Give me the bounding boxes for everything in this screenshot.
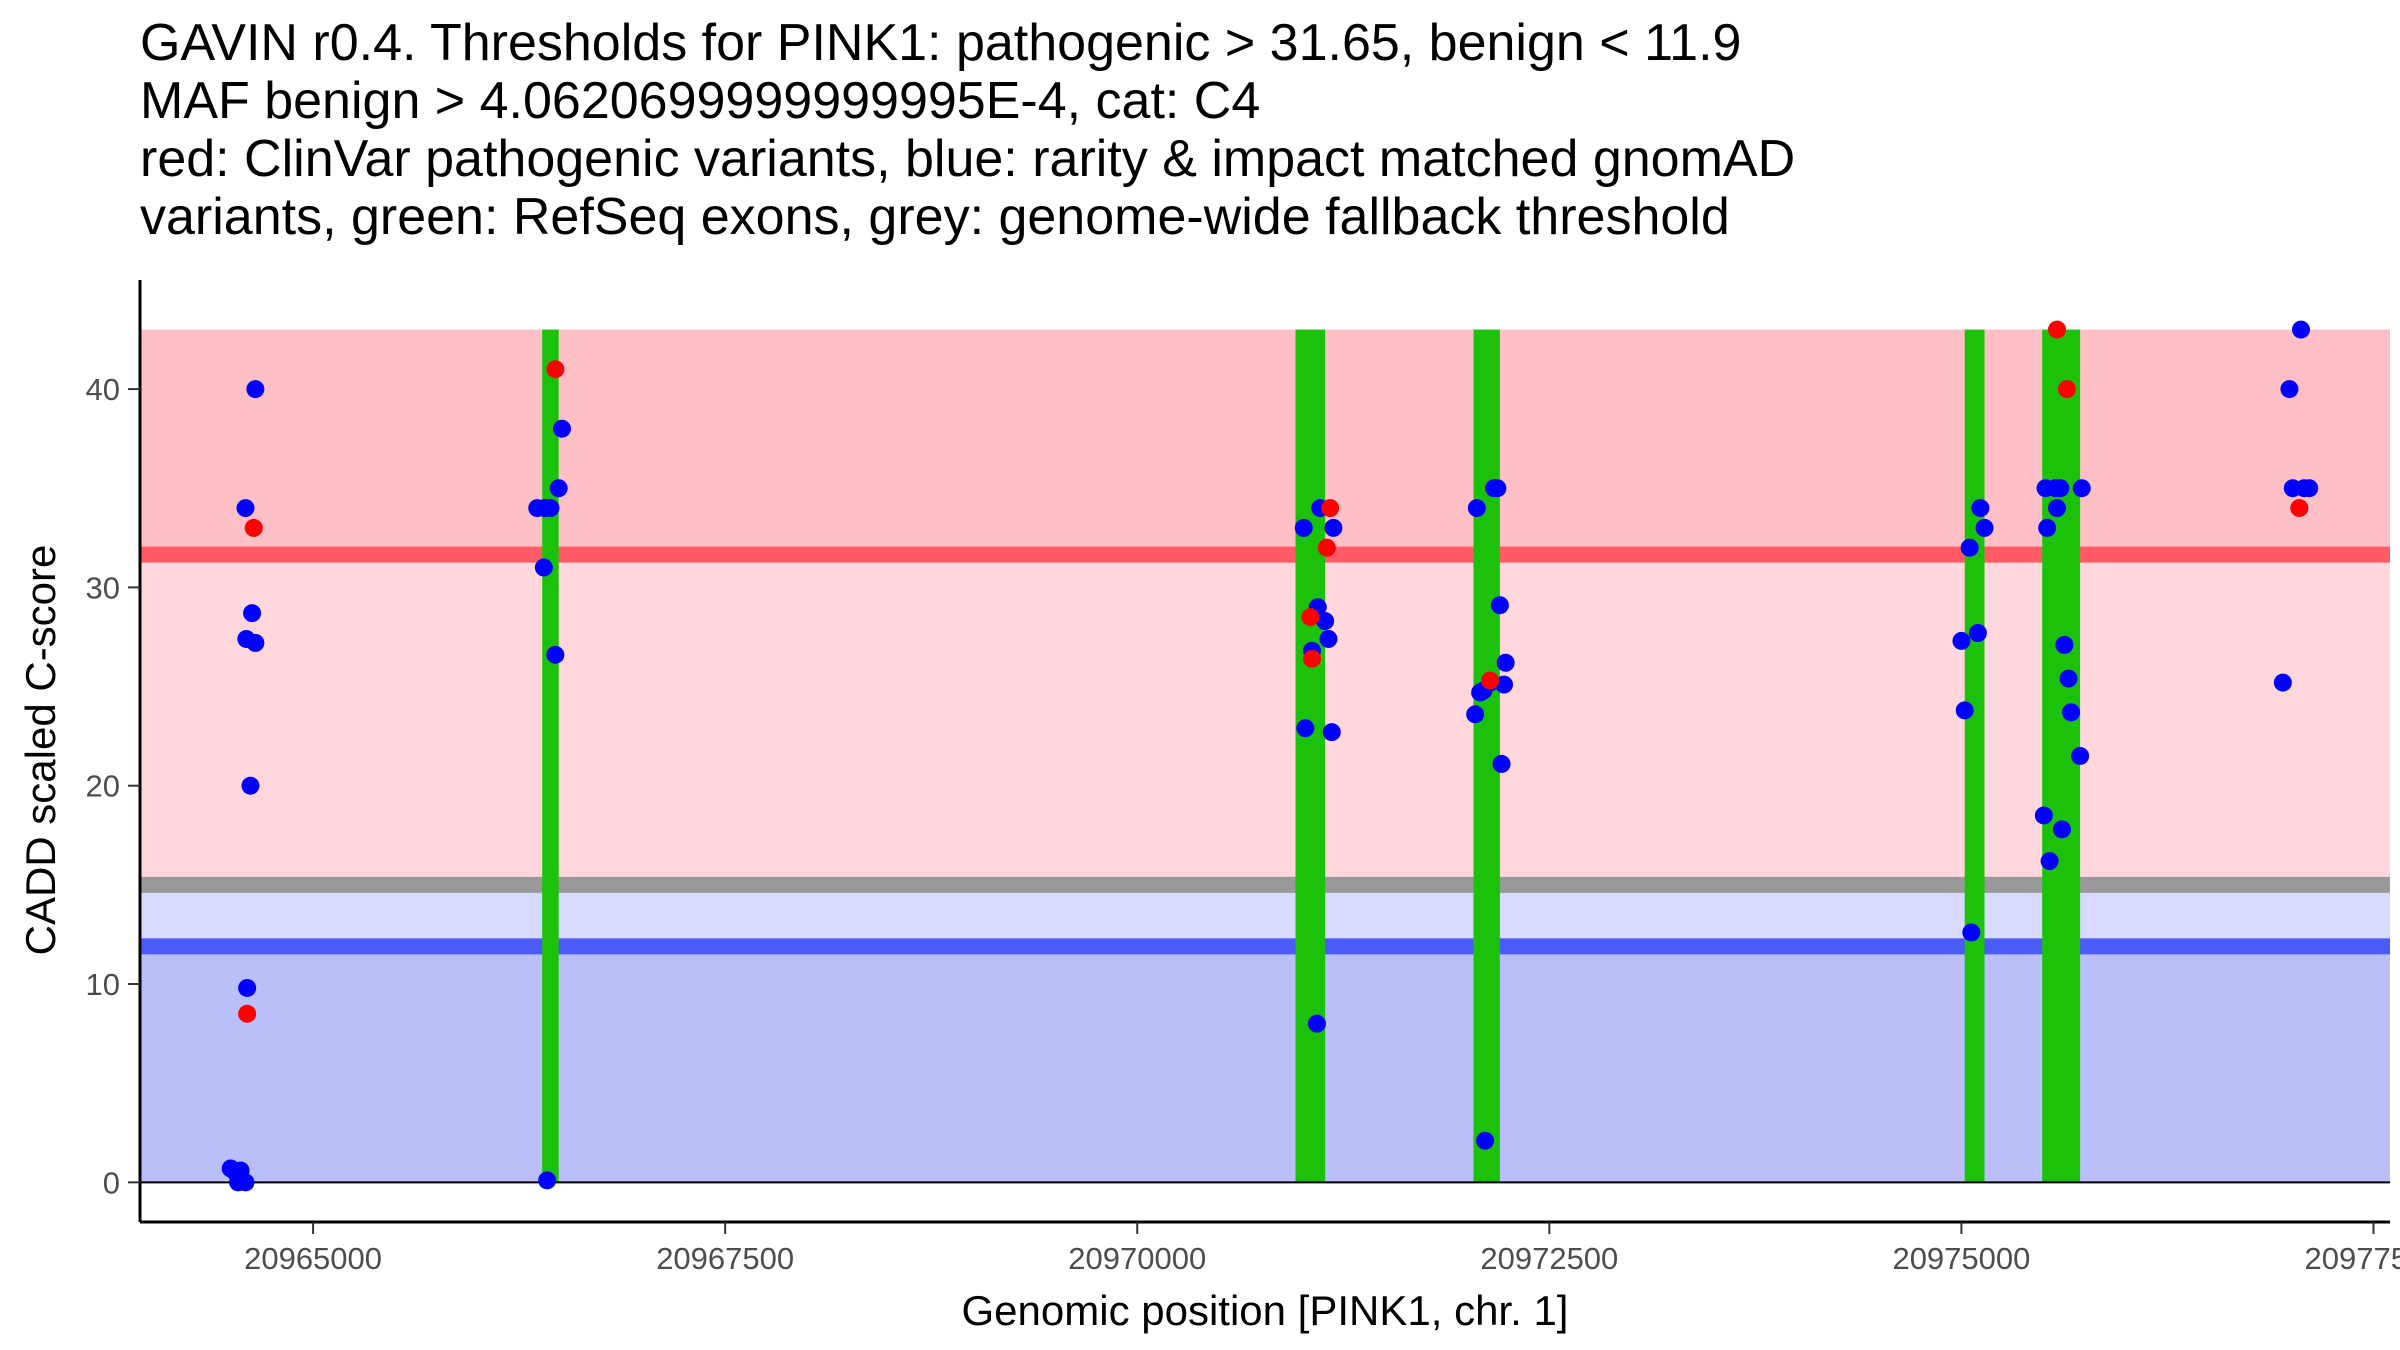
chart-title: GAVIN r0.4. Thresholds for PINK1: pathog…: [140, 14, 1795, 246]
title-line-1: GAVIN r0.4. Thresholds for PINK1: pathog…: [140, 14, 1741, 72]
gnomad-variant-point: [1316, 612, 1335, 631]
gnomad-variant-point: [1955, 701, 1974, 720]
x-axis-ticks: 20965000 20967500 20970000 20972500 20975000…: [244, 1222, 2400, 1276]
clinvar-variant-series: [238, 320, 2309, 1023]
gnomad-variant-point: [2055, 635, 2074, 654]
gnomad-variant-point: [1296, 719, 1315, 738]
gnomad-variant-point: [2072, 479, 2091, 498]
x-tick-label: 20965000: [244, 1241, 382, 1276]
threshold-bands: [140, 329, 2390, 1183]
axes: [138, 280, 2390, 1224]
gnomad-variant-point: [2048, 499, 2067, 518]
clinvar-variant-point: [1317, 538, 1336, 557]
pathogenic-zone-strong: [140, 329, 2390, 555]
clinvar-variant-point: [546, 360, 565, 379]
gnomad-variant-point: [1975, 518, 1994, 537]
title-line-4: variants, green: RefSeq exons, grey: gen…: [140, 188, 1730, 246]
x-axis-title: Genomic position [PINK1, chr. 1]: [962, 1287, 1569, 1334]
gnomad-variant-point: [2291, 320, 2310, 339]
x-tick-label: 20972500: [1480, 1241, 1618, 1276]
gnomad-variant-point: [241, 776, 260, 795]
gnomad-variant-point: [2052, 820, 2071, 839]
x-tick-label: 20967500: [656, 1241, 794, 1276]
gnomad-variant-point: [552, 419, 571, 438]
gnomad-variant-series: [221, 320, 2319, 1192]
gnomad-variant-point: [2300, 479, 2319, 498]
clinvar-variant-point: [2057, 380, 2076, 399]
gnomad-variant-point: [1496, 653, 1515, 672]
gnomad-variant-point: [2059, 669, 2078, 688]
gnomad-variant-point: [2273, 673, 2292, 692]
gnomad-variant-point: [1962, 923, 1981, 942]
gnomad-variant-point: [534, 558, 553, 577]
gnomad-variant-point: [2040, 852, 2059, 871]
clinvar-variant-point: [1321, 499, 1340, 518]
clinvar-variant-point: [238, 1004, 257, 1023]
exon-bar-1: [542, 329, 559, 1183]
x-tick-label: 20977500: [2305, 1241, 2400, 1276]
benign-zone-strong: [140, 946, 2390, 1183]
gnomad-variant-point: [1490, 596, 1509, 615]
x-tick-label: 20970000: [1068, 1241, 1206, 1276]
gnomad-variant-point: [2034, 806, 2053, 825]
threshold-lines: [140, 546, 2390, 955]
pathogenic-zone-light: [140, 554, 2390, 885]
gnomad-variant-point: [1971, 499, 1990, 518]
y-tick-label: 40: [86, 372, 120, 407]
variant-points: [221, 320, 2319, 1192]
x-tick-label: 20975000: [1892, 1241, 2030, 1276]
clinvar-variant-point: [1481, 671, 1499, 690]
gnomad-variant-point: [1968, 624, 1987, 643]
gnomad-variant-point: [1492, 754, 1511, 773]
gnomad-variant-point: [1307, 1014, 1326, 1033]
gnomad-variant-point: [1952, 631, 1971, 650]
benign-zone-light: [140, 884, 2390, 947]
gnomad-variant-point: [246, 380, 265, 399]
gnomad-variant-point: [1294, 518, 1313, 537]
gnomad-variant-point: [541, 499, 560, 518]
clinvar-variant-point: [1302, 649, 1321, 668]
gnomad-variant-point: [1467, 499, 1486, 518]
y-axis-title: CADD scaled C-score: [17, 545, 64, 956]
title-line-2: MAF benign > 4.0620699999999995E-4, cat:…: [140, 72, 1260, 130]
clinvar-variant-point: [2290, 499, 2309, 518]
gnomad-variant-point: [2280, 380, 2299, 399]
gnomad-variant-point: [246, 633, 265, 652]
y-tick-label: 0: [103, 1165, 120, 1200]
gnomad-variant-point: [238, 978, 257, 997]
gnomad-variant-point: [1960, 538, 1979, 557]
y-tick-label: 20: [86, 769, 120, 804]
y-tick-label: 10: [86, 967, 120, 1002]
exon-bar-3: [1473, 329, 1500, 1183]
gnomad-variant-point: [1324, 518, 1343, 537]
y-tick-label: 30: [86, 570, 120, 605]
gnomad-variant-point: [2038, 518, 2057, 537]
gnomad-variant-point: [243, 604, 262, 623]
gnomad-variant-point: [1466, 705, 1485, 724]
clinvar-variant-point: [2048, 320, 2067, 339]
gnomad-variant-point: [2071, 746, 2090, 765]
gnomad-variant-point: [549, 479, 568, 498]
clinvar-variant-point: [1301, 608, 1320, 627]
clinvar-variant-point: [244, 518, 263, 537]
gnomad-variant-point: [2051, 479, 2070, 498]
gnomad-variant-point: [1322, 723, 1341, 742]
gnomad-variant-point: [236, 499, 255, 518]
gnomad-variant-point: [538, 1171, 557, 1190]
gnomad-variant-point: [1319, 629, 1338, 648]
gnomad-variant-point: [1476, 1131, 1495, 1150]
exon-bar-4: [1964, 329, 1985, 1183]
gnomad-variant-point: [2062, 703, 2081, 722]
gnomad-variant-point: [1488, 479, 1507, 498]
gnomad-variant-point: [546, 645, 565, 664]
title-line-3: red: ClinVar pathogenic variants, blue: …: [140, 130, 1795, 188]
exon-bar-2: [1295, 329, 1326, 1183]
y-axis-ticks: 0 10 20 30 40: [86, 372, 140, 1200]
gnomad-variant-point: [1495, 675, 1514, 694]
gnomad-variant-point: [236, 1173, 255, 1192]
